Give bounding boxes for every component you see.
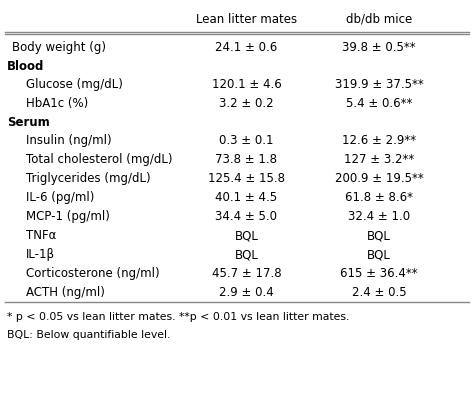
Text: BQL: BQL <box>367 229 391 242</box>
Text: BQL: BQL <box>367 249 391 261</box>
Text: ACTH (ng/ml): ACTH (ng/ml) <box>26 286 105 299</box>
Text: Lean litter mates: Lean litter mates <box>196 13 297 26</box>
Text: Serum: Serum <box>7 116 50 129</box>
Text: 39.8 ± 0.5**: 39.8 ± 0.5** <box>342 41 416 54</box>
Text: 120.1 ± 4.6: 120.1 ± 4.6 <box>211 78 282 91</box>
Text: Blood: Blood <box>7 60 45 73</box>
Text: 319.9 ± 37.5**: 319.9 ± 37.5** <box>335 78 424 91</box>
Text: 3.2 ± 0.2: 3.2 ± 0.2 <box>219 97 274 111</box>
Text: Triglycerides (mg/dL): Triglycerides (mg/dL) <box>26 172 151 186</box>
Text: db/db mice: db/db mice <box>346 13 412 26</box>
Text: 2.4 ± 0.5: 2.4 ± 0.5 <box>352 286 407 299</box>
Text: 2.9 ± 0.4: 2.9 ± 0.4 <box>219 286 274 299</box>
Text: MCP-1 (pg/ml): MCP-1 (pg/ml) <box>26 210 110 223</box>
Text: 0.3 ± 0.1: 0.3 ± 0.1 <box>219 134 273 147</box>
Text: 127 ± 3.2**: 127 ± 3.2** <box>344 153 414 166</box>
Text: IL-6 (pg/ml): IL-6 (pg/ml) <box>26 192 94 204</box>
Text: Corticosterone (ng/ml): Corticosterone (ng/ml) <box>26 267 160 280</box>
Text: 45.7 ± 17.8: 45.7 ± 17.8 <box>212 267 281 280</box>
Text: TNFα: TNFα <box>26 229 56 242</box>
Text: BQL: BQL <box>235 249 258 261</box>
Text: 24.1 ± 0.6: 24.1 ± 0.6 <box>215 41 278 54</box>
Text: Body weight (g): Body weight (g) <box>12 41 106 54</box>
Text: 61.8 ± 8.6*: 61.8 ± 8.6* <box>345 192 413 204</box>
Text: IL-1β: IL-1β <box>26 249 55 261</box>
Text: 125.4 ± 15.8: 125.4 ± 15.8 <box>208 172 285 186</box>
Text: 200.9 ± 19.5**: 200.9 ± 19.5** <box>335 172 424 186</box>
Text: * p < 0.05 vs lean litter mates. **p < 0.01 vs lean litter mates.: * p < 0.05 vs lean litter mates. **p < 0… <box>7 312 349 322</box>
Text: BQL: Below quantifiable level.: BQL: Below quantifiable level. <box>7 330 171 340</box>
Text: Insulin (ng/ml): Insulin (ng/ml) <box>26 134 112 147</box>
Text: 32.4 ± 1.0: 32.4 ± 1.0 <box>348 210 410 223</box>
Text: 40.1 ± 4.5: 40.1 ± 4.5 <box>215 192 278 204</box>
Text: BQL: BQL <box>235 229 258 242</box>
Text: 5.4 ± 0.6**: 5.4 ± 0.6** <box>346 97 412 111</box>
Text: 34.4 ± 5.0: 34.4 ± 5.0 <box>216 210 277 223</box>
Text: 73.8 ± 1.8: 73.8 ± 1.8 <box>216 153 277 166</box>
Text: 615 ± 36.4**: 615 ± 36.4** <box>340 267 418 280</box>
Text: 12.6 ± 2.9**: 12.6 ± 2.9** <box>342 134 416 147</box>
Text: HbA1c (%): HbA1c (%) <box>26 97 88 111</box>
Text: Glucose (mg/dL): Glucose (mg/dL) <box>26 78 123 91</box>
Text: Total cholesterol (mg/dL): Total cholesterol (mg/dL) <box>26 153 173 166</box>
